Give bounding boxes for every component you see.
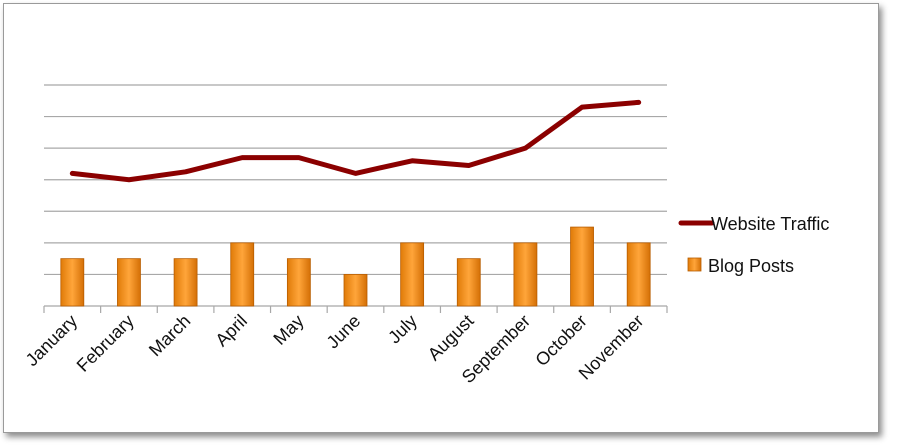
- legend-swatch-blog-posts: [687, 257, 702, 272]
- x-tick-label: June: [323, 311, 365, 353]
- bar-june: [343, 274, 368, 307]
- x-tick-label: August: [424, 311, 478, 365]
- bar-july: [400, 242, 425, 307]
- bar-february: [117, 258, 141, 307]
- bar-august: [456, 258, 481, 307]
- gridlines: [44, 84, 667, 276]
- x-tick-label: May: [269, 311, 307, 349]
- bar-march: [173, 258, 198, 307]
- legend-label-blog-posts: Blog Posts: [708, 256, 794, 276]
- bar-november: [626, 242, 651, 307]
- legend-label-website-traffic: Website Traffic: [711, 214, 829, 234]
- traffic-line: [69, 99, 642, 183]
- line-series-website-traffic: [69, 99, 642, 183]
- x-tick-label: March: [145, 311, 195, 361]
- x-tick-label: February: [73, 311, 138, 376]
- x-axis: [43, 305, 668, 313]
- bar-april: [230, 242, 255, 307]
- bar-may: [286, 258, 311, 307]
- x-tick-label: April: [211, 311, 251, 351]
- bar-september: [513, 242, 538, 307]
- bar-january: [60, 258, 85, 307]
- legend: Website Traffic Blog Posts: [678, 214, 829, 276]
- x-tick-label: July: [384, 311, 421, 348]
- bar-series-blog-posts: [60, 226, 651, 307]
- chart-frame: [3, 3, 879, 433]
- bar-october: [570, 226, 594, 307]
